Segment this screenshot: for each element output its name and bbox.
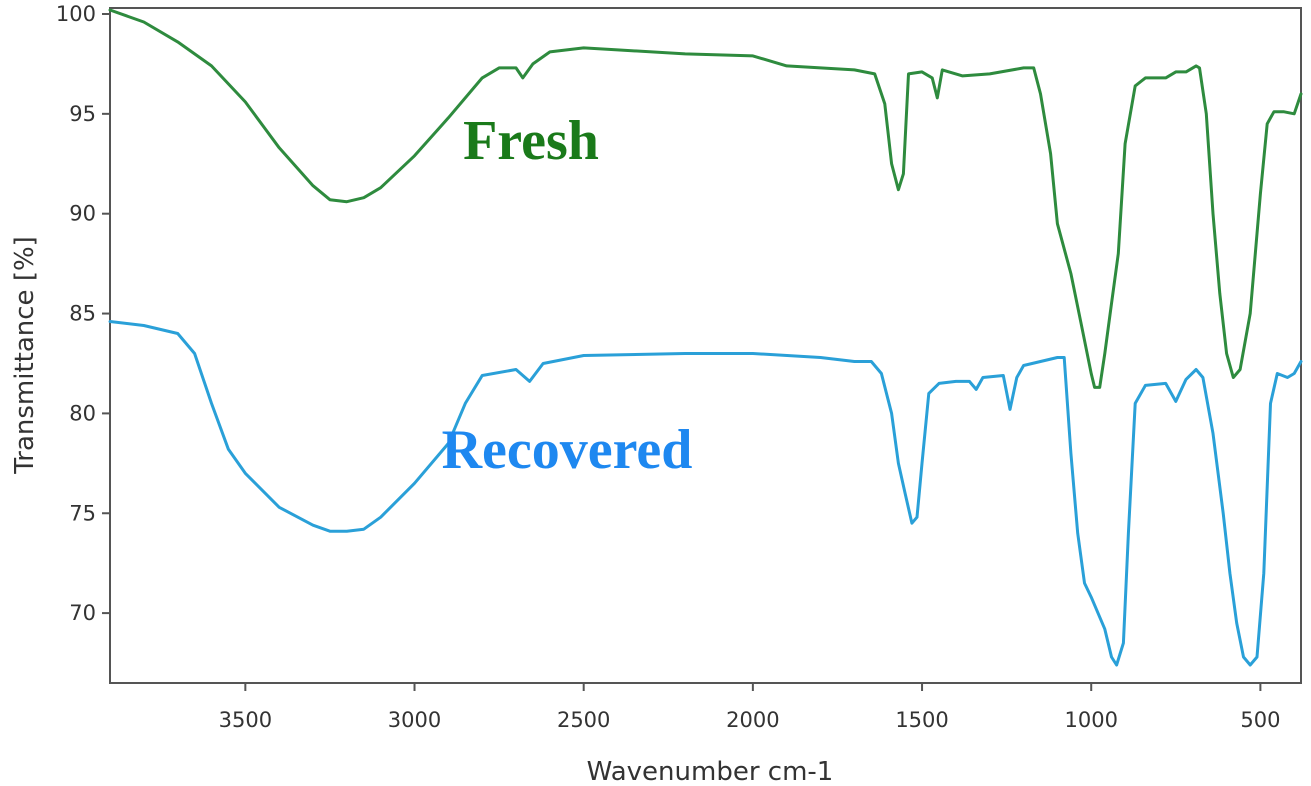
y-axis-title: Transmittance [%] <box>10 236 40 475</box>
y-tick-label: 95 <box>69 102 96 126</box>
y-axis: 70 75 80 85 90 95 100 <box>56 2 110 625</box>
x-tick-label: 1500 <box>895 708 948 732</box>
series-line-recovered <box>108 320 1303 667</box>
series-line-fresh <box>108 8 1303 389</box>
y-tick-label: 70 <box>69 601 96 625</box>
series-group <box>108 8 1303 667</box>
x-axis: 3500 3000 2500 2000 1500 1000 500 <box>219 683 1280 732</box>
x-tick-label: 2500 <box>557 708 610 732</box>
y-tick-label: 90 <box>69 202 96 226</box>
x-tick-label: 2000 <box>726 708 779 732</box>
y-tick-label: 80 <box>69 401 96 425</box>
series-label-recovered: Recovered <box>442 419 693 481</box>
plot-frame <box>109 7 1302 684</box>
x-tick-label: 1000 <box>1064 708 1117 732</box>
series-label-fresh: Fresh <box>463 110 599 172</box>
y-tick-label: 85 <box>69 302 96 326</box>
x-tick-label: 3500 <box>219 708 272 732</box>
x-tick-label: 3000 <box>388 708 441 732</box>
x-tick-label: 500 <box>1240 708 1280 732</box>
y-tick-label: 75 <box>69 501 96 525</box>
x-axis-title: Wavenumber cm-1 <box>587 757 834 786</box>
y-tick-label: 100 <box>56 2 96 26</box>
